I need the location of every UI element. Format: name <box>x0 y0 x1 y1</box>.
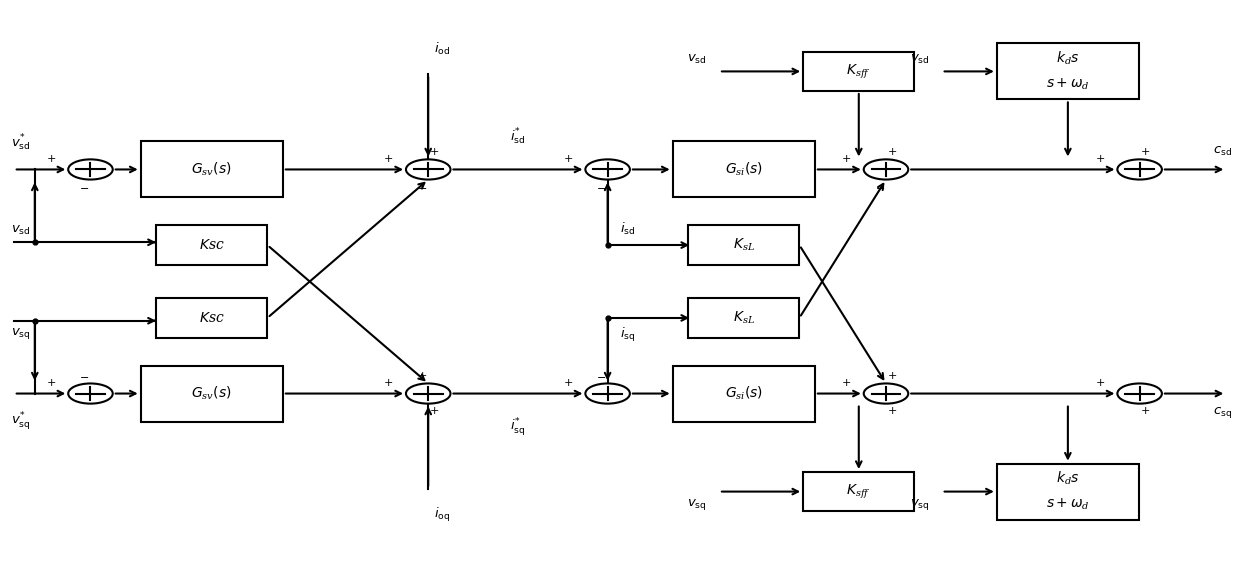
Bar <box>156 225 268 265</box>
Text: +: + <box>384 378 393 388</box>
Bar <box>804 52 914 91</box>
Text: $v_{\mathrm{sq}}$: $v_{\mathrm{sq}}$ <box>687 497 707 512</box>
Text: $G_{\mathregular{si}}(s)$: $G_{\mathregular{si}}(s)$ <box>724 161 763 178</box>
Text: $i_{\mathrm{sq}}$: $i_{\mathrm{sq}}$ <box>620 327 636 345</box>
Text: $i_{\mathrm{sq}}^{*}$: $i_{\mathrm{sq}}^{*}$ <box>510 416 526 438</box>
Text: $i_{\mathrm{sd}}$: $i_{\mathrm{sd}}$ <box>620 221 636 236</box>
Text: $-$: $-$ <box>79 182 89 193</box>
Text: $K_{\mathregular{sff}}$: $K_{\mathregular{sff}}$ <box>847 62 872 81</box>
Text: $-$: $-$ <box>874 182 885 193</box>
Bar <box>140 365 283 422</box>
Bar <box>672 365 815 422</box>
Text: $s+\omega_{\mathregular{d}}$: $s+\omega_{\mathregular{d}}$ <box>1047 497 1090 512</box>
Text: +: + <box>430 146 439 157</box>
Text: $K_{\mathregular{sL}}$: $K_{\mathregular{sL}}$ <box>733 310 755 326</box>
Text: $-$: $-$ <box>596 370 606 381</box>
Text: $k_{\mathregular{d}}s$: $k_{\mathregular{d}}s$ <box>1056 50 1080 67</box>
Text: +: + <box>418 370 427 381</box>
Text: $k_{\mathregular{d}}s$: $k_{\mathregular{d}}s$ <box>1056 470 1080 488</box>
Text: $v_{\mathrm{sd}}^{*}$: $v_{\mathrm{sd}}^{*}$ <box>11 132 31 153</box>
Text: $v_{\mathrm{sd}}$: $v_{\mathrm{sd}}$ <box>687 53 707 66</box>
Bar <box>140 141 283 198</box>
Bar <box>156 298 268 338</box>
Text: $v_{\mathrm{sq}}$: $v_{\mathrm{sq}}$ <box>11 327 31 341</box>
Text: $i_{\mathrm{sd}}^{*}$: $i_{\mathrm{sd}}^{*}$ <box>510 127 526 147</box>
Text: $K_{\mathregular{sL}}$: $K_{\mathregular{sL}}$ <box>733 237 755 253</box>
Text: $i_{\mathrm{oq}}$: $i_{\mathrm{oq}}$ <box>434 506 451 524</box>
Bar <box>804 472 914 511</box>
Text: $G_{\mathregular{si}}(s)$: $G_{\mathregular{si}}(s)$ <box>724 385 763 402</box>
Text: $i_{\mathrm{od}}$: $i_{\mathrm{od}}$ <box>434 41 451 57</box>
Text: +: + <box>842 154 852 164</box>
Text: +: + <box>1141 406 1151 417</box>
Text: +: + <box>888 146 897 157</box>
Text: $-$: $-$ <box>596 182 606 193</box>
Text: $c_{\mathrm{sq}}$: $c_{\mathrm{sq}}$ <box>1213 405 1233 420</box>
Text: +: + <box>46 154 56 164</box>
Bar <box>688 298 800 338</box>
Text: $s+\omega_{\mathregular{d}}$: $s+\omega_{\mathregular{d}}$ <box>1047 77 1090 92</box>
Bar <box>688 225 800 265</box>
Text: +: + <box>888 406 897 417</box>
Text: +: + <box>46 378 56 388</box>
Text: $v_{\mathrm{sq}}^{*}$: $v_{\mathrm{sq}}^{*}$ <box>11 410 31 432</box>
Text: $v_{\mathrm{sd}}$: $v_{\mathrm{sd}}$ <box>910 53 929 66</box>
Text: +: + <box>888 370 897 381</box>
Text: +: + <box>842 378 852 388</box>
Bar <box>997 463 1140 520</box>
Text: $G_{\mathregular{sv}}(s)$: $G_{\mathregular{sv}}(s)$ <box>191 161 232 178</box>
Text: $-$: $-$ <box>79 370 89 381</box>
Text: +: + <box>564 378 573 388</box>
Text: +: + <box>384 154 393 164</box>
Text: $G_{\mathregular{sv}}(s)$: $G_{\mathregular{sv}}(s)$ <box>191 385 232 402</box>
Text: $K_{\mathregular{sff}}$: $K_{\mathregular{sff}}$ <box>847 482 872 501</box>
Text: +: + <box>1096 154 1105 164</box>
Text: $-$: $-$ <box>417 182 427 193</box>
Text: $c_{\mathrm{sd}}$: $c_{\mathrm{sd}}$ <box>1213 145 1233 158</box>
Text: +: + <box>1096 378 1105 388</box>
Text: $K\mathregular{sc}$: $K\mathregular{sc}$ <box>198 238 224 252</box>
Text: $K\mathregular{sc}$: $K\mathregular{sc}$ <box>198 311 224 325</box>
Text: $v_{\mathrm{sq}}$: $v_{\mathrm{sq}}$ <box>910 497 929 512</box>
Bar <box>997 43 1140 100</box>
Text: $v_{\mathrm{sd}}$: $v_{\mathrm{sd}}$ <box>11 224 31 236</box>
Text: +: + <box>1141 146 1151 157</box>
Text: +: + <box>430 406 439 417</box>
Bar <box>672 141 815 198</box>
Text: +: + <box>564 154 573 164</box>
